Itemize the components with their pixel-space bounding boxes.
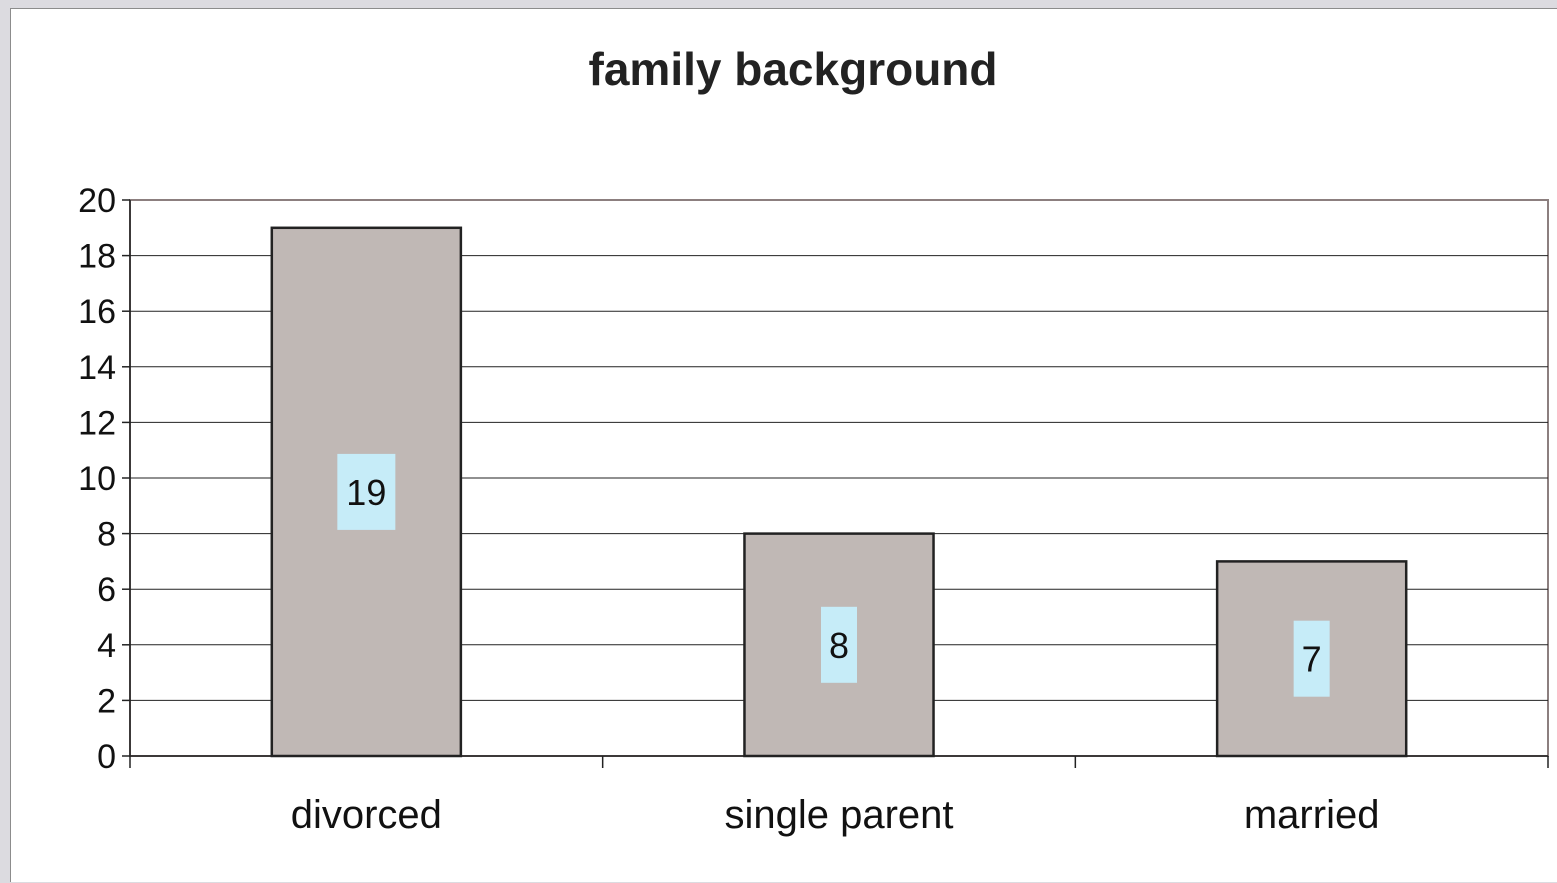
chart-title: family background (589, 43, 998, 95)
data-label: 8 (829, 625, 849, 666)
bars (270, 226, 1408, 758)
y-tick-label: 4 (97, 627, 116, 665)
x-category-label: single parent (724, 793, 953, 837)
data-label-box (821, 606, 857, 683)
data-label: 7 (1302, 639, 1322, 680)
data-label: 19 (346, 472, 386, 513)
data-label-box (1293, 620, 1330, 697)
data-labels: 198 7 (337, 453, 1330, 697)
y-tick-label: 6 (97, 571, 116, 609)
y-tick-label: 16 (78, 293, 116, 331)
bar-chart: family background 198 7 02468101214161820… (78, 43, 1549, 837)
chart-frame: family background 19 8 7 0 2 4 6 8 10 12 14 16 18 20… (10, 8, 1557, 882)
y-tick-label: 18 (78, 238, 116, 276)
y-tick-label: 2 (97, 682, 116, 720)
y-tick-label: 10 (78, 460, 116, 498)
y-tick-label: 12 (78, 404, 116, 442)
y-tick-label: 20 (78, 182, 116, 220)
axes: 0 2 4 6 8 10 12 14 16 18 20 divorced single parent ma… (78, 182, 1549, 837)
x-category-label: divorced (291, 793, 442, 837)
y-tick-label: 0 (97, 738, 116, 776)
data-label-box (337, 453, 396, 530)
x-category-label: married (1244, 793, 1380, 837)
y-tick-label: 14 (78, 349, 116, 387)
y-tick-label: 8 (97, 516, 116, 554)
